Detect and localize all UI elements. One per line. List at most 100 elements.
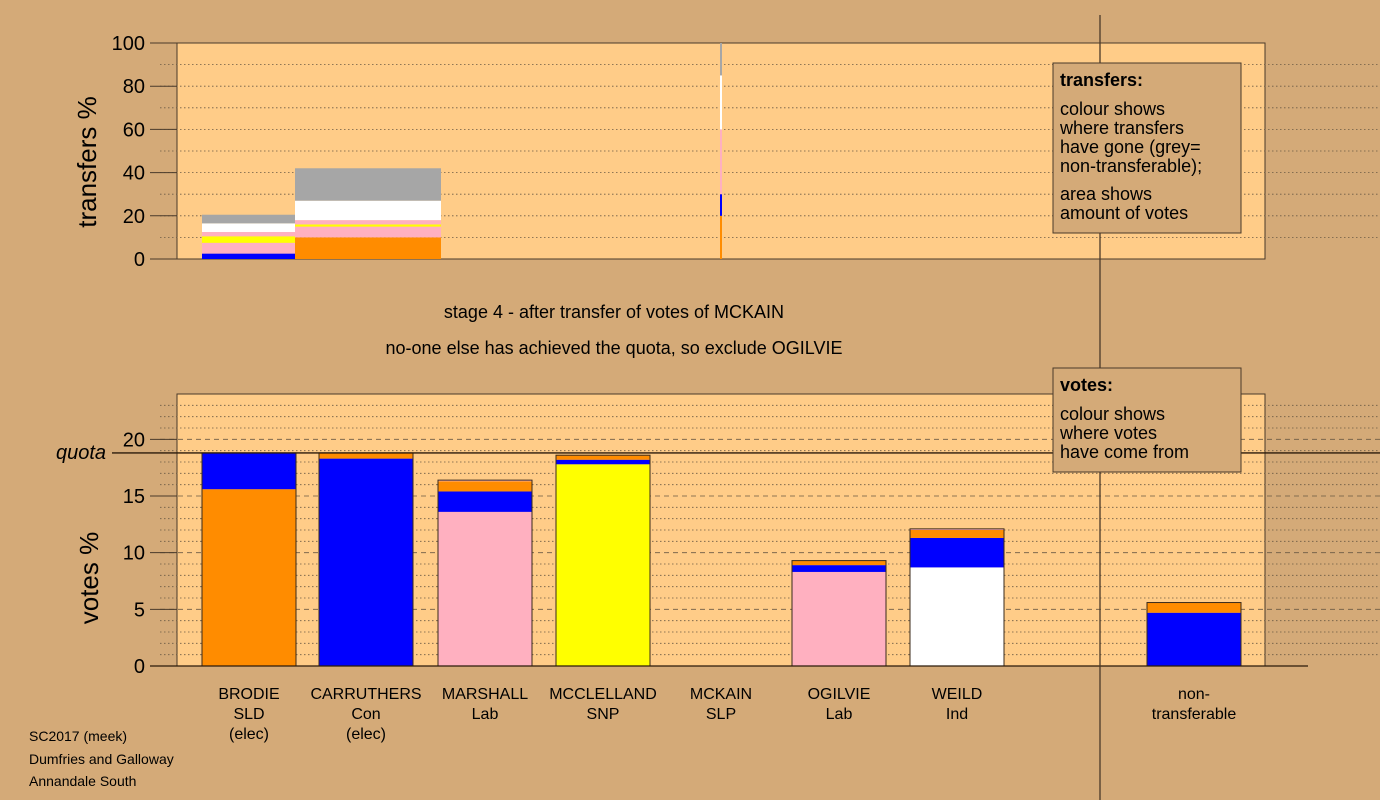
candidate-label: BRODIE SLD (elec): [218, 686, 279, 743]
transfers-legend-box: [1052, 62, 1242, 234]
transfer-segment: [720, 215, 722, 259]
stage-subtitle: no-one else has achieved the quota, so e…: [386, 338, 843, 358]
votes-y-axis-label: votes %: [74, 532, 104, 625]
transfers-legend-title: transfers:: [1060, 70, 1143, 90]
vote-segment: [319, 458, 413, 666]
credit-ward: Annandale South: [29, 773, 136, 789]
transfer-segment: [295, 220, 441, 225]
credit-election: SC2017 (meek): [29, 728, 127, 744]
vote-segment: [910, 537, 1004, 568]
vote-segment: [910, 567, 1004, 666]
quota-label: quota: [56, 442, 106, 464]
votes-legend-line: where votes: [1059, 423, 1157, 443]
candidate-status: (elec): [346, 726, 386, 743]
vote-segment: [792, 565, 886, 572]
transfer-segment: [720, 43, 722, 76]
candidate-name: MARSHALL: [442, 686, 528, 703]
transfer-segment: [202, 236, 295, 243]
candidate-party: transferable: [1152, 706, 1237, 723]
candidate-party: SLP: [706, 706, 736, 723]
votes-legend-box: [1052, 367, 1242, 473]
y-tick-label: 10: [123, 543, 145, 565]
y-tick-label: 100: [112, 33, 145, 55]
vote-segment: [438, 491, 532, 512]
transfers-bars: [202, 43, 722, 259]
votes-legend-line: colour shows: [1060, 404, 1165, 424]
candidate-name: OGILVIE: [808, 686, 871, 703]
candidate-party: Lab: [472, 706, 499, 723]
transfer-segment: [202, 253, 295, 259]
y-tick-label: 0: [134, 656, 145, 678]
candidate-party: SLD: [233, 706, 264, 723]
vote-segment: [556, 459, 650, 465]
candidate-name: CARRUTHERS: [310, 686, 421, 703]
vote-bar: [791, 560, 887, 667]
votes-legend: votes: colour shows where votes have com…: [1052, 367, 1242, 473]
vote-bar: [909, 528, 1005, 667]
transfer-segment: [720, 75, 722, 130]
candidate-status: (elec): [229, 726, 269, 743]
transfer-segment: [295, 224, 441, 227]
vote-segment: [792, 571, 886, 666]
vote-segment: [792, 560, 886, 566]
vote-segment: [910, 530, 1004, 538]
transfers-legend: transfers: colour shows where transfers …: [1052, 62, 1242, 234]
vote-bar: [318, 452, 414, 667]
y-tick-label: 60: [123, 119, 145, 141]
votes-y-ticks: 0 5 10 15 20: [123, 429, 177, 678]
vote-bar: [201, 452, 297, 667]
transfer-segment: [295, 168, 441, 201]
candidate-name: BRODIE: [218, 686, 279, 703]
vote-segment: [556, 464, 650, 666]
transfer-segment: [295, 237, 441, 259]
y-tick-label: 0: [134, 249, 145, 271]
y-tick-label: 20: [123, 429, 145, 451]
vote-segment: [319, 452, 413, 459]
candidate-label: OGILVIE Lab: [808, 686, 871, 723]
vote-segment: [438, 511, 532, 666]
candidate-label: WEILD Ind: [932, 686, 983, 723]
transfers-legend-line: colour shows: [1060, 99, 1165, 119]
transfer-bar: [202, 214, 295, 259]
votes-bars: [201, 452, 1242, 667]
vote-segment: [1147, 612, 1241, 666]
vote-segment: [438, 480, 532, 482]
transfer-segment: [720, 194, 722, 216]
candidate-label: MARSHALL Lab: [442, 686, 528, 723]
transfer-segment: [295, 200, 441, 221]
candidate-party: Ind: [946, 706, 968, 723]
credit-council: Dumfries and Galloway: [29, 751, 174, 767]
transfer-segment: [295, 226, 441, 238]
y-tick-label: 15: [123, 486, 145, 508]
candidate-party: Lab: [826, 706, 853, 723]
transfers-legend-line: area shows: [1060, 184, 1152, 204]
candidate-party: Con: [351, 706, 380, 723]
candidate-label: non-transferable: [1152, 686, 1237, 723]
votes-legend-line: have come from: [1060, 442, 1189, 462]
vote-segment: [202, 489, 296, 666]
transfer-segment: [202, 242, 295, 254]
stage-title: stage 4 - after transfer of votes of MCK…: [444, 302, 784, 322]
y-tick-label: 5: [134, 599, 145, 621]
vote-segment: [556, 455, 650, 460]
vote-bar: [437, 479, 533, 667]
transfers-legend-line: where transfers: [1059, 118, 1184, 138]
y-tick-label: 40: [123, 163, 145, 185]
vote-bar: [555, 454, 651, 667]
transfers-legend-line: non-transferable);: [1060, 156, 1202, 176]
votes-legend-title: votes:: [1060, 375, 1113, 395]
candidate-name: WEILD: [932, 686, 983, 703]
candidate-label: MCCLELLAND SNP: [549, 686, 657, 723]
transfers-legend-line: have gone (grey=: [1060, 137, 1201, 157]
transfer-bar: [295, 168, 441, 259]
transfer-bar: [720, 43, 722, 259]
y-tick-label: 80: [123, 76, 145, 98]
transfer-segment: [202, 223, 295, 232]
candidate-party: SNP: [587, 706, 620, 723]
transfer-segment: [720, 129, 722, 195]
transfer-segment: [202, 214, 295, 224]
vote-segment: [438, 481, 532, 492]
vote-bar: [1146, 602, 1242, 667]
candidate-labels: BRODIE SLD (elec) CARRUTHERS Con (elec) MARSHA…: [218, 686, 1236, 743]
